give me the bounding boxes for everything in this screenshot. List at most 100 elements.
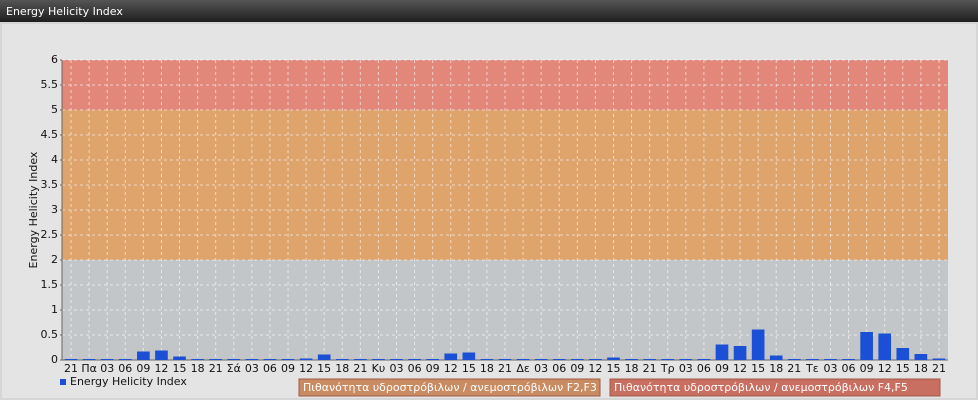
x-tick-label: Κυ bbox=[372, 362, 386, 375]
y-tick-label: 0 bbox=[51, 353, 58, 366]
x-tick-label: 09 bbox=[281, 362, 295, 375]
y-tick-label: 1 bbox=[51, 303, 58, 316]
x-tick-label: 15 bbox=[317, 362, 331, 375]
bar bbox=[643, 359, 656, 360]
y-tick-label: 0.5 bbox=[41, 328, 59, 341]
x-tick-label: 15 bbox=[606, 362, 620, 375]
bar bbox=[462, 352, 476, 360]
x-tick-label: 12 bbox=[154, 362, 168, 375]
y-tick-label: 2 bbox=[51, 253, 58, 266]
bar bbox=[824, 359, 837, 360]
x-tick-label: 12 bbox=[444, 362, 458, 375]
x-tick-label: 15 bbox=[462, 362, 476, 375]
chart-title: Energy Helicity Index bbox=[6, 5, 123, 18]
bar bbox=[372, 359, 385, 360]
x-tick-label: Τε bbox=[805, 362, 819, 375]
x-tick-label: 21 bbox=[64, 362, 78, 375]
bar bbox=[426, 359, 440, 360]
bar bbox=[137, 351, 150, 360]
x-tick-label: 06 bbox=[697, 362, 711, 375]
x-tick-label: 03 bbox=[390, 362, 404, 375]
x-tick-label: 12 bbox=[588, 362, 602, 375]
band-legend-label: Πιθανότητα υδροστρόβιλων / ανεμοστρόβιλω… bbox=[303, 381, 597, 394]
bar bbox=[82, 359, 96, 360]
x-tick-label: 15 bbox=[173, 362, 187, 375]
x-tick-label: 21 bbox=[643, 362, 657, 375]
bar bbox=[173, 356, 186, 360]
x-tick-label: 09 bbox=[426, 362, 440, 375]
x-tick-label: 21 bbox=[498, 362, 512, 375]
bar bbox=[625, 359, 638, 360]
y-tick-label: 5 bbox=[51, 103, 58, 116]
y-tick-label: 4 bbox=[51, 153, 58, 166]
bar bbox=[209, 359, 223, 360]
legend-swatch bbox=[60, 379, 66, 385]
x-tick-label: 03 bbox=[534, 362, 548, 375]
bar bbox=[733, 346, 747, 360]
bar bbox=[589, 359, 602, 360]
y-tick-label: 2.5 bbox=[41, 228, 59, 241]
bar bbox=[191, 359, 204, 360]
x-tick-label: 15 bbox=[751, 362, 765, 375]
x-tick-label: 09 bbox=[860, 362, 874, 375]
bar bbox=[914, 354, 928, 360]
x-tick-label: 21 bbox=[787, 362, 801, 375]
y-axis-label: Energy Helicity Index bbox=[27, 151, 40, 268]
y-tick-label: 1.5 bbox=[41, 278, 59, 291]
band-legend-box bbox=[298, 378, 601, 397]
x-tick-label: 06 bbox=[263, 362, 277, 375]
bar bbox=[227, 359, 241, 360]
x-tick-label: 03 bbox=[245, 362, 259, 375]
x-tick-label: Πα bbox=[81, 362, 97, 375]
bar bbox=[679, 359, 693, 360]
x-tick-label: 18 bbox=[769, 362, 783, 375]
bar bbox=[118, 359, 132, 360]
bar bbox=[444, 353, 458, 360]
bar bbox=[787, 359, 801, 360]
bar bbox=[860, 332, 873, 360]
bar bbox=[155, 350, 168, 360]
bar bbox=[498, 359, 512, 360]
bar bbox=[697, 359, 711, 360]
y-tick-label: 5.5 bbox=[41, 78, 59, 91]
bar bbox=[354, 359, 367, 360]
legend-label: Energy Helicity Index bbox=[70, 375, 187, 388]
bar bbox=[335, 359, 349, 360]
x-tick-label: 18 bbox=[335, 362, 349, 375]
y-tick-label: 3.5 bbox=[41, 178, 59, 191]
x-tick-label: 18 bbox=[914, 362, 928, 375]
bar bbox=[769, 355, 783, 360]
bar bbox=[480, 359, 494, 360]
bar bbox=[552, 359, 566, 360]
x-tick-label: Δε bbox=[516, 362, 530, 375]
bar bbox=[751, 329, 765, 360]
bar bbox=[317, 354, 331, 360]
x-tick-label: 06 bbox=[408, 362, 422, 375]
x-tick-label: 06 bbox=[842, 362, 856, 375]
x-tick-label: 03 bbox=[679, 362, 693, 375]
band-legend-box bbox=[609, 378, 941, 397]
bar bbox=[64, 359, 78, 360]
bar bbox=[263, 359, 277, 360]
bar bbox=[299, 358, 313, 360]
bar bbox=[534, 359, 548, 360]
x-tick-label: Σά bbox=[227, 362, 241, 375]
y-tick-label: 4.5 bbox=[41, 128, 59, 141]
bar bbox=[390, 359, 403, 360]
x-tick-label: 06 bbox=[552, 362, 566, 375]
x-tick-label: 03 bbox=[100, 362, 114, 375]
x-tick-label: 09 bbox=[136, 362, 150, 375]
bar bbox=[570, 359, 584, 360]
y-tick-label: 6 bbox=[51, 53, 58, 66]
x-tick-label: 12 bbox=[733, 362, 747, 375]
x-tick-label: 12 bbox=[299, 362, 313, 375]
x-tick-label: Τρ bbox=[660, 362, 675, 375]
x-tick-label: 21 bbox=[353, 362, 367, 375]
x-tick-label: 18 bbox=[480, 362, 494, 375]
x-tick-label: 15 bbox=[896, 362, 910, 375]
bar bbox=[842, 359, 855, 360]
x-tick-label: 03 bbox=[823, 362, 837, 375]
bar bbox=[932, 358, 946, 360]
bar bbox=[100, 359, 114, 360]
